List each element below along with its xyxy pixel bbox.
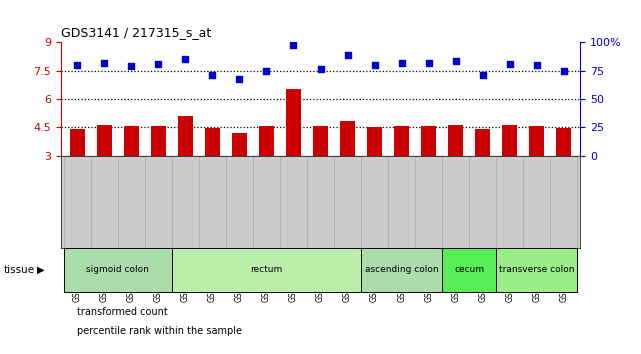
Text: transformed count: transformed count — [77, 307, 168, 316]
Text: cecum: cecum — [454, 266, 485, 274]
Point — [288, 42, 299, 47]
Point — [424, 60, 434, 66]
Bar — [286, 89, 301, 156]
Bar — [421, 126, 436, 156]
FancyBboxPatch shape — [442, 248, 496, 292]
Bar — [503, 125, 517, 156]
Text: percentile rank within the sample: percentile rank within the sample — [77, 326, 242, 336]
Bar — [205, 129, 220, 156]
Point — [126, 63, 137, 69]
Bar — [476, 129, 490, 156]
Bar — [556, 129, 571, 156]
Point — [504, 61, 515, 67]
Bar — [151, 126, 165, 156]
Point — [234, 76, 244, 81]
Bar — [367, 127, 382, 156]
Point — [532, 62, 542, 68]
Bar — [313, 126, 328, 156]
Text: rectum: rectum — [250, 266, 283, 274]
Text: GDS3141 / 217315_s_at: GDS3141 / 217315_s_at — [61, 26, 211, 39]
Text: tissue: tissue — [3, 265, 35, 275]
Point — [451, 58, 461, 63]
Bar — [259, 126, 274, 156]
Text: transverse colon: transverse colon — [499, 266, 574, 274]
Point — [342, 52, 353, 58]
Bar — [70, 129, 85, 156]
Text: ▶: ▶ — [37, 265, 45, 275]
Point — [478, 73, 488, 78]
FancyBboxPatch shape — [496, 248, 578, 292]
Point — [559, 68, 569, 74]
Bar — [124, 126, 138, 156]
Point — [207, 73, 217, 78]
Point — [72, 62, 82, 68]
Bar — [340, 121, 355, 156]
Point — [369, 62, 379, 68]
Point — [180, 57, 190, 62]
Point — [315, 66, 326, 72]
Text: ascending colon: ascending colon — [365, 266, 438, 274]
Bar — [232, 133, 247, 156]
FancyBboxPatch shape — [361, 248, 442, 292]
Text: sigmoid colon: sigmoid colon — [87, 266, 149, 274]
FancyBboxPatch shape — [63, 248, 172, 292]
Point — [397, 60, 407, 66]
Bar — [178, 116, 193, 156]
Point — [153, 61, 163, 67]
Bar — [394, 126, 409, 156]
Bar — [529, 126, 544, 156]
Point — [262, 68, 272, 74]
Bar — [448, 125, 463, 156]
Bar — [97, 125, 112, 156]
Point — [99, 60, 109, 66]
FancyBboxPatch shape — [172, 248, 361, 292]
